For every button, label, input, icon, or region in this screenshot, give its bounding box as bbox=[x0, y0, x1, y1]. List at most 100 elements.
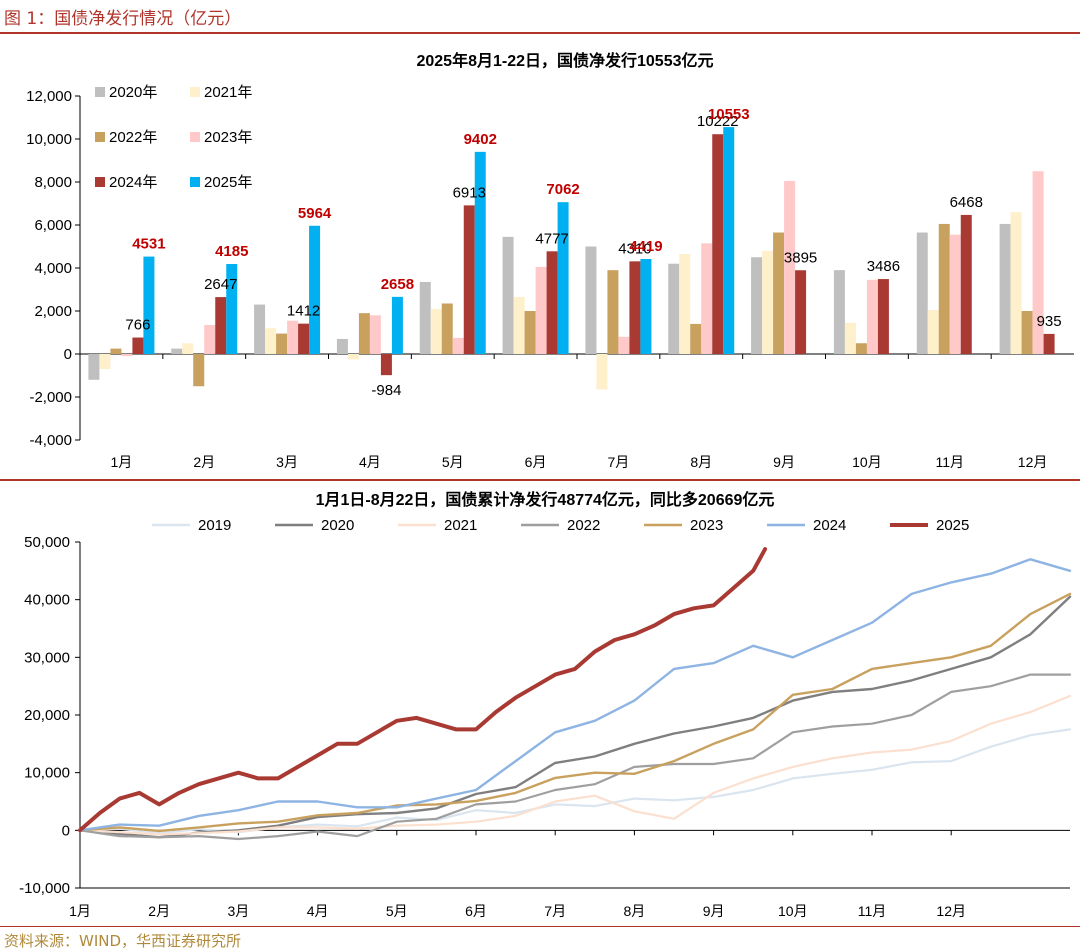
bar bbox=[629, 261, 641, 354]
line-chart-title: 1月1日-8月22日，国债累计净发行48774亿元，同比多20669亿元 bbox=[316, 490, 775, 509]
legend-label: 2023 bbox=[690, 517, 723, 534]
bar bbox=[254, 304, 266, 354]
bar-x-tick-label: 1月 bbox=[111, 454, 133, 470]
line-series-2022 bbox=[78, 673, 1072, 841]
line-series-2021 bbox=[78, 694, 1072, 836]
line-y-tick-label: 0 bbox=[62, 822, 70, 839]
bar-chart-data-labels: 766 4531 2647 4185 1412 5964 -984 2658 6913 9402 4… bbox=[125, 106, 1061, 399]
bar bbox=[309, 225, 321, 354]
bar bbox=[524, 311, 536, 354]
bar-data-label: 6468 bbox=[950, 194, 983, 211]
legend-label: 2025年 bbox=[204, 174, 252, 191]
bar bbox=[513, 297, 525, 354]
line-series-2025 bbox=[78, 547, 768, 833]
legend-swatch bbox=[190, 87, 200, 97]
bar bbox=[712, 134, 724, 354]
bar-x-tick-label: 11月 bbox=[935, 454, 964, 470]
line-x-tick-label: 6月 bbox=[465, 903, 487, 919]
bar bbox=[182, 343, 194, 354]
bar bbox=[1010, 212, 1022, 354]
bar bbox=[855, 343, 867, 354]
legend-label: 2020年 bbox=[109, 84, 157, 101]
legend-label: 2021年 bbox=[204, 84, 252, 101]
bar-chart-legend: 2020年 2021年 2022年 2023年 2024年 2025年 bbox=[95, 84, 252, 191]
bar-data-label: -984 bbox=[371, 382, 401, 399]
bar bbox=[276, 333, 288, 354]
line-series-2023 bbox=[78, 592, 1072, 833]
bar bbox=[795, 270, 807, 354]
bar bbox=[369, 315, 381, 354]
bar-chart-axes: -4,000 -2,000 0 2,000 4,000 6,000 8,000 10,000 1… bbox=[26, 88, 1074, 470]
line-x-tick-label: 11月 bbox=[858, 903, 887, 919]
bar-x-tick-label: 12月 bbox=[1018, 454, 1048, 470]
legend-label: 2023年 bbox=[204, 129, 252, 146]
chart-separator bbox=[0, 479, 1080, 481]
bar-x-tick-label: 3月 bbox=[276, 454, 298, 470]
bar-data-label: 4419 bbox=[629, 238, 662, 255]
legend-label: 2024年 bbox=[109, 174, 157, 191]
bar bbox=[347, 354, 359, 360]
bar bbox=[679, 254, 691, 354]
legend-label: 2022年 bbox=[109, 129, 157, 146]
bar bbox=[88, 354, 100, 380]
bar-x-tick-label: 10月 bbox=[852, 454, 882, 470]
line-y-tick-label: 20,000 bbox=[24, 707, 70, 724]
bar bbox=[502, 236, 514, 354]
bar-y-tick-label: 10,000 bbox=[26, 131, 72, 148]
bar-data-label: 935 bbox=[1037, 313, 1062, 330]
bar bbox=[999, 223, 1011, 354]
bar-data-label: 766 bbox=[125, 317, 150, 334]
bar bbox=[298, 323, 310, 354]
bar-y-tick-label: 12,000 bbox=[26, 88, 72, 105]
bar bbox=[110, 348, 122, 354]
bar bbox=[358, 313, 370, 354]
legend-swatch bbox=[95, 177, 105, 187]
bar-data-label: 3895 bbox=[784, 249, 817, 266]
bar bbox=[99, 354, 111, 370]
bar-y-tick-label: 8,000 bbox=[34, 174, 72, 191]
bar bbox=[877, 279, 889, 354]
line-y-tick-label: 40,000 bbox=[24, 592, 70, 609]
bar bbox=[391, 296, 403, 354]
legend-label: 2020 bbox=[321, 517, 354, 534]
bar bbox=[723, 127, 735, 354]
bar bbox=[1032, 171, 1044, 354]
bar-data-label: 1412 bbox=[287, 303, 320, 320]
bar-data-label: 4185 bbox=[215, 243, 248, 260]
bar-y-tick-label: 2,000 bbox=[34, 303, 72, 320]
bar bbox=[557, 202, 569, 354]
bar bbox=[215, 297, 227, 354]
bar bbox=[960, 214, 972, 354]
legend-label: 2025 bbox=[936, 517, 969, 534]
bar-y-tick-label: 6,000 bbox=[34, 217, 72, 234]
line-x-tick-label: 2月 bbox=[148, 903, 170, 919]
bar-data-label: 10553 bbox=[708, 106, 750, 123]
line-y-tick-label: 10,000 bbox=[24, 765, 70, 782]
bar bbox=[441, 303, 453, 354]
bar bbox=[535, 266, 547, 354]
line-x-tick-label: 12月 bbox=[936, 903, 966, 919]
legend-label: 2019 bbox=[198, 517, 231, 534]
bar-data-label: 3486 bbox=[867, 258, 900, 275]
bar-y-tick-label: -4,000 bbox=[29, 432, 72, 449]
line-series-2019 bbox=[78, 728, 1072, 835]
bar-data-label: 7062 bbox=[546, 181, 579, 198]
bar bbox=[916, 232, 928, 354]
legend-label: 2021 bbox=[444, 517, 477, 534]
line-y-tick-label: 30,000 bbox=[24, 649, 70, 666]
bar bbox=[773, 232, 785, 354]
bar-x-tick-label: 7月 bbox=[608, 454, 630, 470]
bar bbox=[287, 320, 299, 354]
bar-x-tick-label: 5月 bbox=[442, 454, 464, 470]
line-chart: 1月1日-8月22日，国债累计净发行48774亿元，同比多20669亿元 -10… bbox=[19, 490, 1072, 919]
line-x-tick-label: 7月 bbox=[544, 903, 566, 919]
bar bbox=[949, 234, 961, 354]
bar bbox=[668, 263, 680, 354]
figure-title: 图 1：国债净发行情况（亿元） bbox=[4, 9, 242, 29]
legend-swatch bbox=[190, 177, 200, 187]
line-series-2020 bbox=[78, 595, 1072, 839]
legend-swatch bbox=[95, 132, 105, 142]
bar bbox=[193, 354, 205, 387]
bar bbox=[336, 338, 348, 354]
line-chart-legend: 2019 2020 2021 2022 2023 2024 2025 bbox=[152, 517, 969, 534]
